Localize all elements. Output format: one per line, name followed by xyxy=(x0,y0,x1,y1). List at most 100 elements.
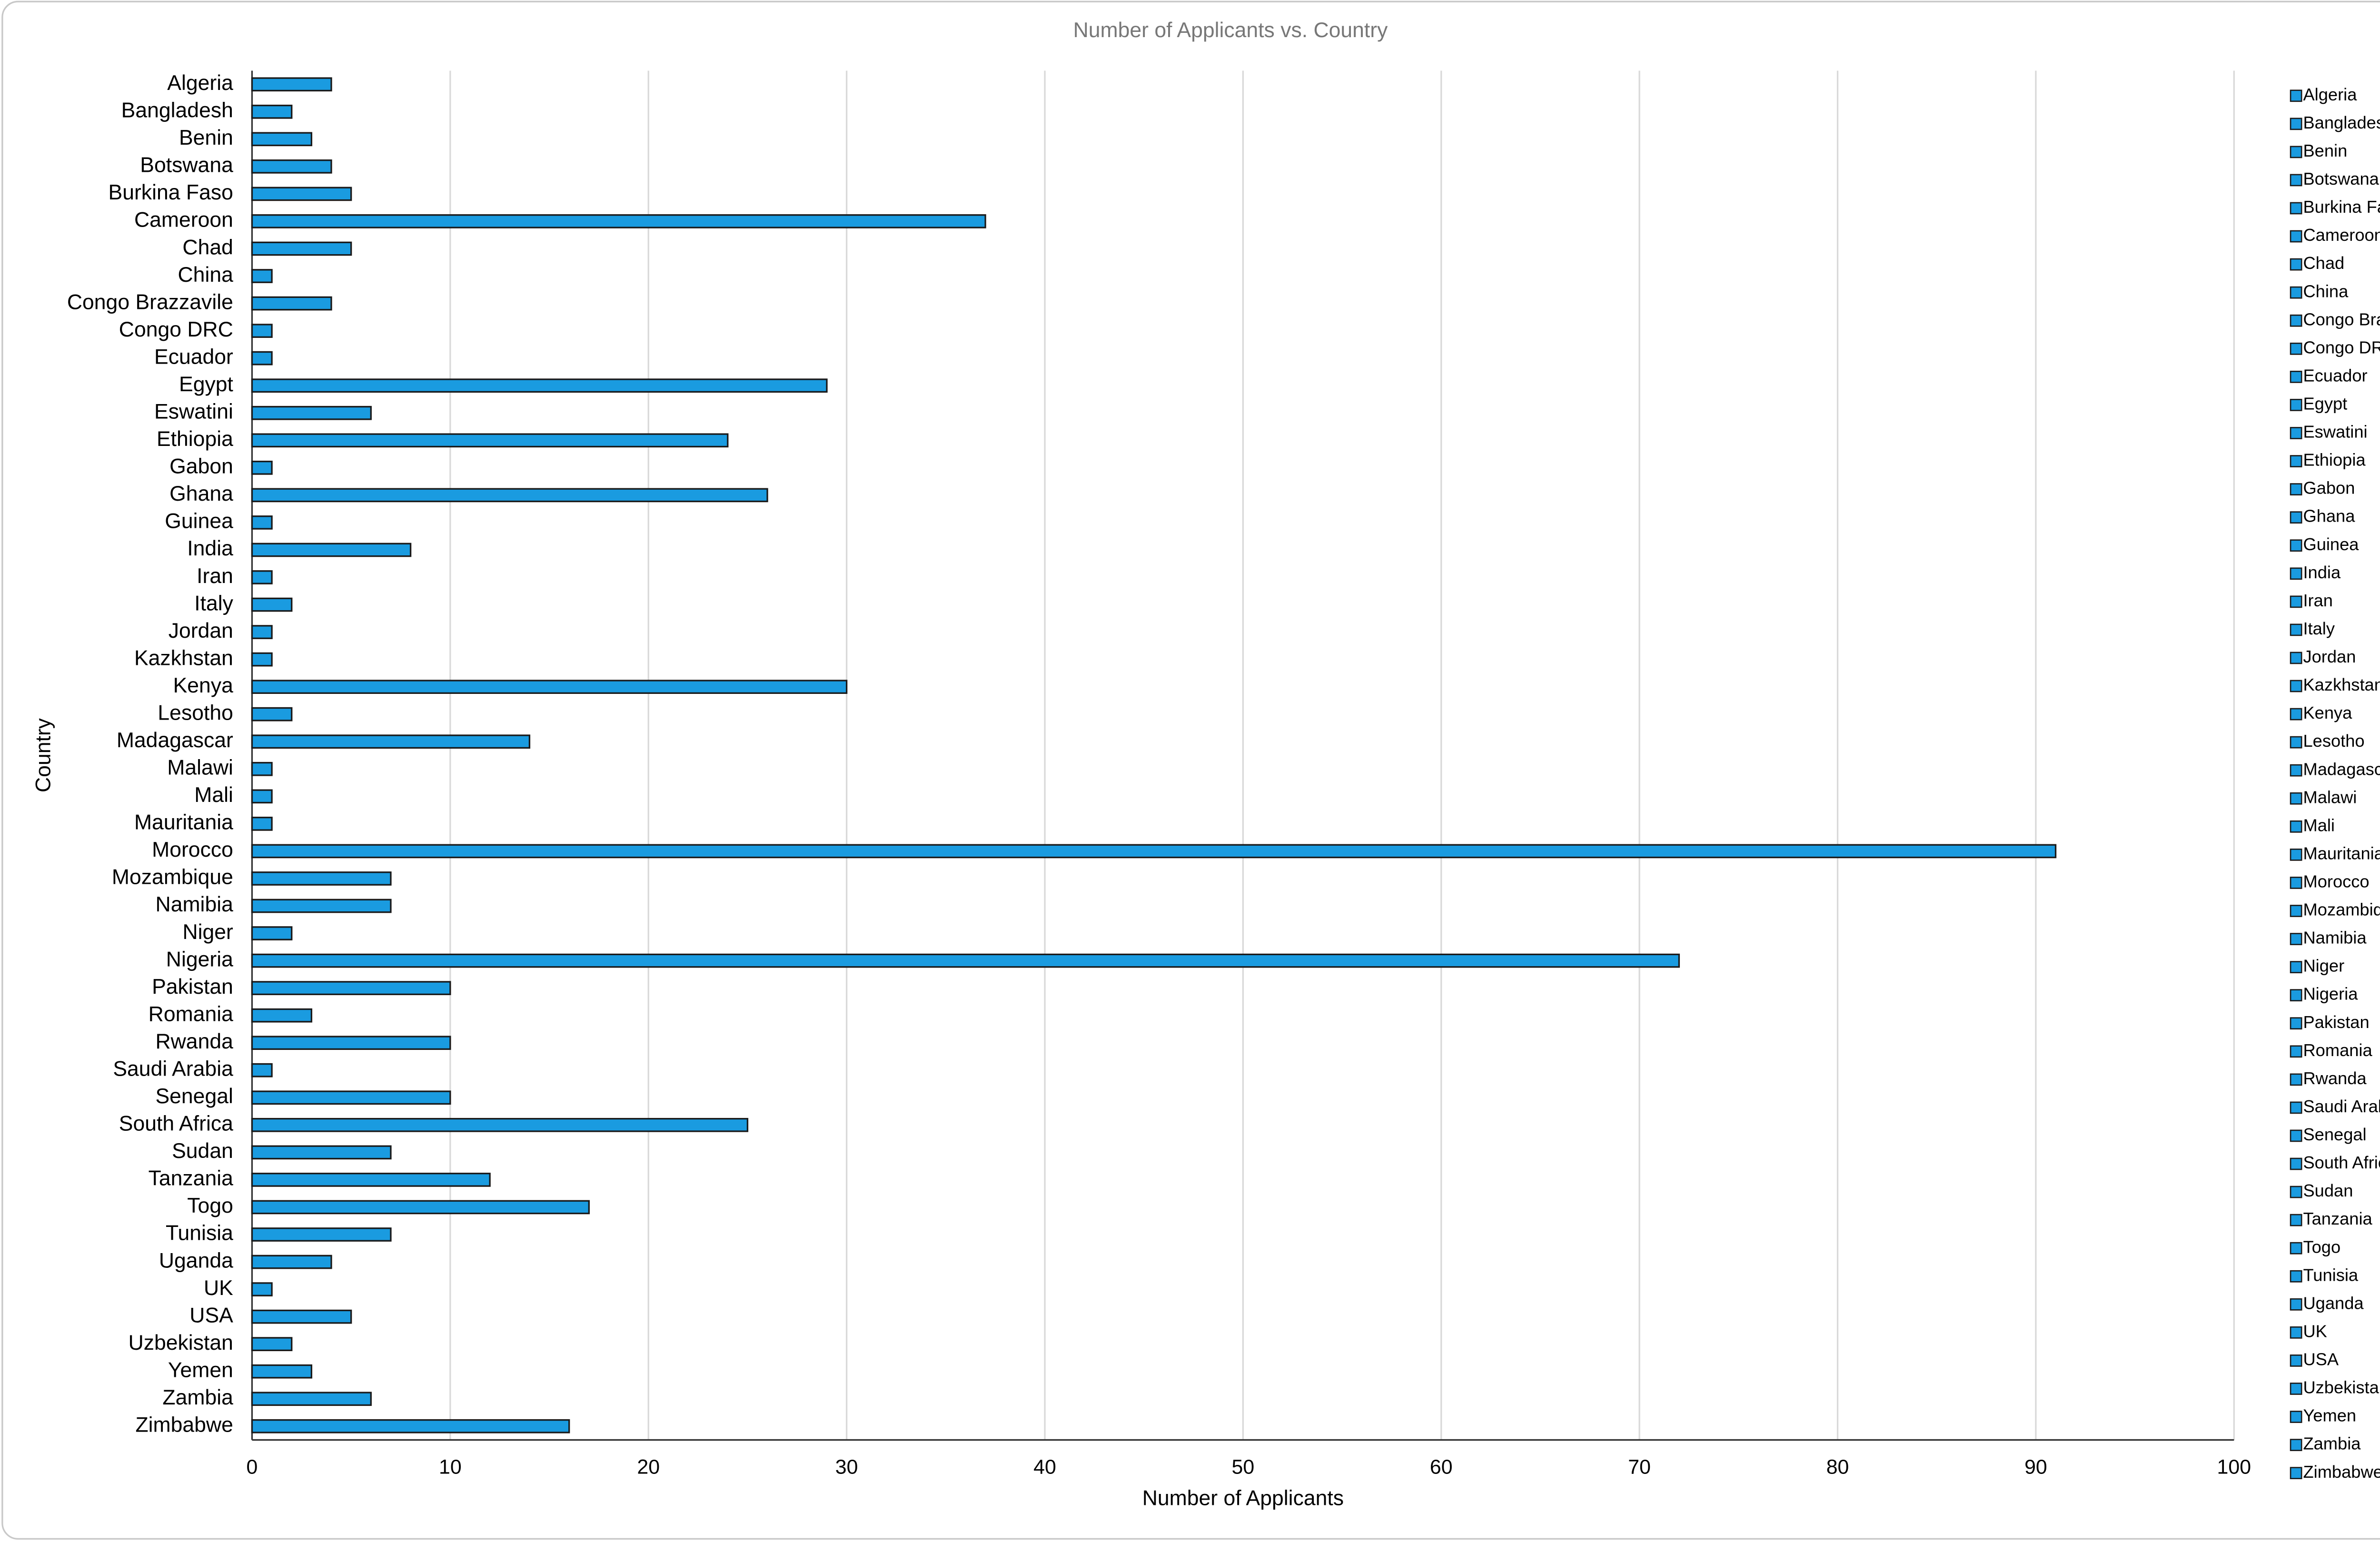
x-tick-label: 70 xyxy=(1628,1455,1651,1478)
y-tick-label: Gabon xyxy=(169,455,233,478)
bar xyxy=(251,187,352,201)
legend-label: Congo DRC xyxy=(2303,337,2380,357)
y-tick-label: Tunisia xyxy=(166,1222,233,1245)
legend-label: Egypt xyxy=(2303,394,2347,414)
bar xyxy=(251,570,273,584)
legend-swatch xyxy=(2290,792,2302,805)
legend-swatch xyxy=(2290,1354,2302,1367)
y-tick-label: Niger xyxy=(182,920,233,944)
bar xyxy=(251,1255,332,1269)
legend-label: Nigeria xyxy=(2303,984,2358,1004)
legend-swatch xyxy=(2290,455,2302,467)
legend-label: Morocco xyxy=(2303,872,2369,891)
y-tick-label: China xyxy=(178,263,234,287)
bar xyxy=(251,1227,392,1242)
y-tick-label: UK xyxy=(204,1276,233,1300)
x-tick-label: 80 xyxy=(1826,1455,1849,1478)
legend-label: Guinea xyxy=(2303,534,2359,554)
x-tick-label: 30 xyxy=(835,1455,858,1478)
bar xyxy=(251,1200,590,1215)
x-tick-label: 20 xyxy=(637,1455,660,1478)
y-tick-label: Kazkhstan xyxy=(134,646,233,670)
legend-label: Yemen xyxy=(2303,1406,2356,1425)
legend-label: Rwanda xyxy=(2303,1068,2367,1088)
y-tick-label: Burkina Faso xyxy=(109,181,233,204)
legend-swatch xyxy=(2290,848,2302,861)
y-tick-label: Pakistan xyxy=(152,975,233,998)
legend-label: Zambia xyxy=(2303,1434,2361,1453)
bar xyxy=(251,132,313,147)
legend-swatch xyxy=(2290,286,2302,299)
legend-swatch xyxy=(2290,961,2302,973)
legend-label: Benin xyxy=(2303,141,2347,160)
y-tick-label: Jordan xyxy=(169,619,233,642)
legend-swatch xyxy=(2290,511,2302,524)
legend-swatch xyxy=(2290,1439,2302,1451)
legend-swatch xyxy=(2290,1186,2302,1198)
legend-swatch xyxy=(2290,1017,2302,1030)
legend-swatch xyxy=(2290,118,2302,130)
y-tick-label: Madagascar xyxy=(117,729,233,752)
legend-swatch xyxy=(2290,1298,2302,1311)
bar xyxy=(251,77,332,92)
y-tick-label: Botswana xyxy=(140,154,233,177)
legend-swatch xyxy=(2290,1157,2302,1170)
y-tick-label: Ecuador xyxy=(154,345,233,368)
legend-label: Congo Brazzavile xyxy=(2303,309,2380,329)
legend-swatch xyxy=(2290,567,2302,580)
legend-label: India xyxy=(2303,563,2340,582)
bar xyxy=(251,1117,749,1132)
y-tick-label: Mozambique xyxy=(112,866,233,889)
legend-swatch xyxy=(2290,314,2302,327)
x-tick-label: 100 xyxy=(2217,1455,2251,1478)
legend-swatch xyxy=(2290,174,2302,187)
legend-swatch xyxy=(2290,1073,2302,1086)
legend-label: Eswatini xyxy=(2303,422,2367,442)
bar xyxy=(251,680,848,694)
y-tick-label: Tanzania xyxy=(149,1167,233,1190)
legend-swatch xyxy=(2290,89,2302,102)
y-tick-label: Mauritania xyxy=(134,811,233,834)
y-tick-label: Benin xyxy=(179,126,233,149)
x-tick-label: 0 xyxy=(247,1455,258,1478)
bar xyxy=(251,378,828,393)
legend-label: Italy xyxy=(2303,619,2335,638)
y-tick-label: Cameroon xyxy=(134,208,233,232)
y-tick-label: Chad xyxy=(182,236,233,259)
legend-swatch xyxy=(2290,1326,2302,1339)
legend-label: Botswana xyxy=(2303,169,2379,188)
legend-label: Saudi Arabia xyxy=(2303,1097,2380,1116)
legend-swatch xyxy=(2290,595,2302,608)
legend-label: South Africa xyxy=(2303,1153,2380,1172)
legend-label: Tunisia xyxy=(2303,1265,2358,1285)
legend-label: USA xyxy=(2303,1350,2339,1369)
bar xyxy=(251,789,273,804)
y-tick-label: Egypt xyxy=(179,373,233,396)
y-tick-label: Italy xyxy=(194,592,233,615)
bar xyxy=(251,1392,372,1406)
legend-label: Romania xyxy=(2303,1040,2372,1060)
legend-swatch xyxy=(2290,1270,2302,1283)
bar xyxy=(251,1419,570,1433)
legend-swatch xyxy=(2290,708,2302,721)
y-tick-label: Mali xyxy=(194,783,233,807)
legend-swatch xyxy=(2290,1242,2302,1255)
bar xyxy=(251,734,531,749)
legend-label: Uzbekistan xyxy=(2303,1378,2380,1397)
bar xyxy=(251,405,372,420)
legend-swatch xyxy=(2290,230,2302,243)
bar xyxy=(251,1008,313,1023)
bar xyxy=(251,488,768,503)
bar xyxy=(251,214,986,228)
bar xyxy=(251,543,412,557)
legend-swatch xyxy=(2290,680,2302,692)
legend-label: Jordan xyxy=(2303,647,2356,666)
y-tick-label: Morocco xyxy=(152,838,233,861)
bar xyxy=(251,241,352,256)
legend-label: Senegal xyxy=(2303,1125,2366,1144)
legend-label: Niger xyxy=(2303,956,2344,976)
bar xyxy=(251,652,273,667)
bar xyxy=(251,433,729,448)
x-axis-title: Number of Applicants xyxy=(1142,1487,1344,1510)
